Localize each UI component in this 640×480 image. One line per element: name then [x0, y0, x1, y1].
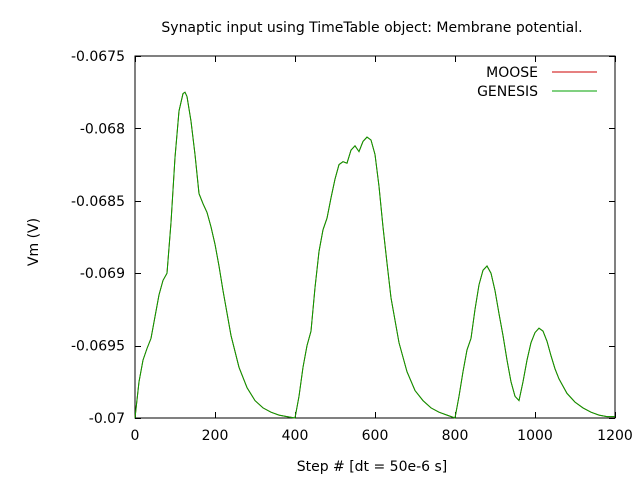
y-tick-label: -0.0695 — [71, 339, 125, 355]
x-tick-label: 1200 — [597, 428, 633, 444]
y-tick-label: -0.069 — [80, 266, 125, 282]
y-tick-label: -0.0675 — [71, 49, 125, 65]
x-tick-label: 600 — [362, 428, 389, 444]
legend-label-moose: MOOSE — [486, 65, 538, 81]
x-tick-label: 0 — [131, 428, 140, 444]
plot-area: 0 200 400 600 800 1000 1200 -0.07 -0.0695 -0.069 -… — [71, 49, 633, 444]
x-tick-label: 200 — [202, 428, 229, 444]
series-line-genesis — [134, 91, 615, 419]
x-tick-label: 400 — [282, 428, 309, 444]
y-tick-label: -0.07 — [89, 411, 125, 427]
x-tick-label: 800 — [442, 428, 469, 444]
plot-frame — [134, 55, 616, 419]
y-tick-label: -0.0685 — [71, 194, 125, 210]
y-tick-label: -0.068 — [80, 121, 125, 137]
x-tick-label: 1000 — [517, 428, 553, 444]
chart-title: Synaptic input using TimeTable object: M… — [161, 20, 582, 36]
y-axis-label: Vm (V) — [26, 218, 42, 266]
x-axis-label: Step # [dt = 50e-6 s] — [297, 459, 448, 475]
series-line-moose — [134, 91, 615, 419]
legend-label-genesis: GENESIS — [477, 84, 538, 100]
